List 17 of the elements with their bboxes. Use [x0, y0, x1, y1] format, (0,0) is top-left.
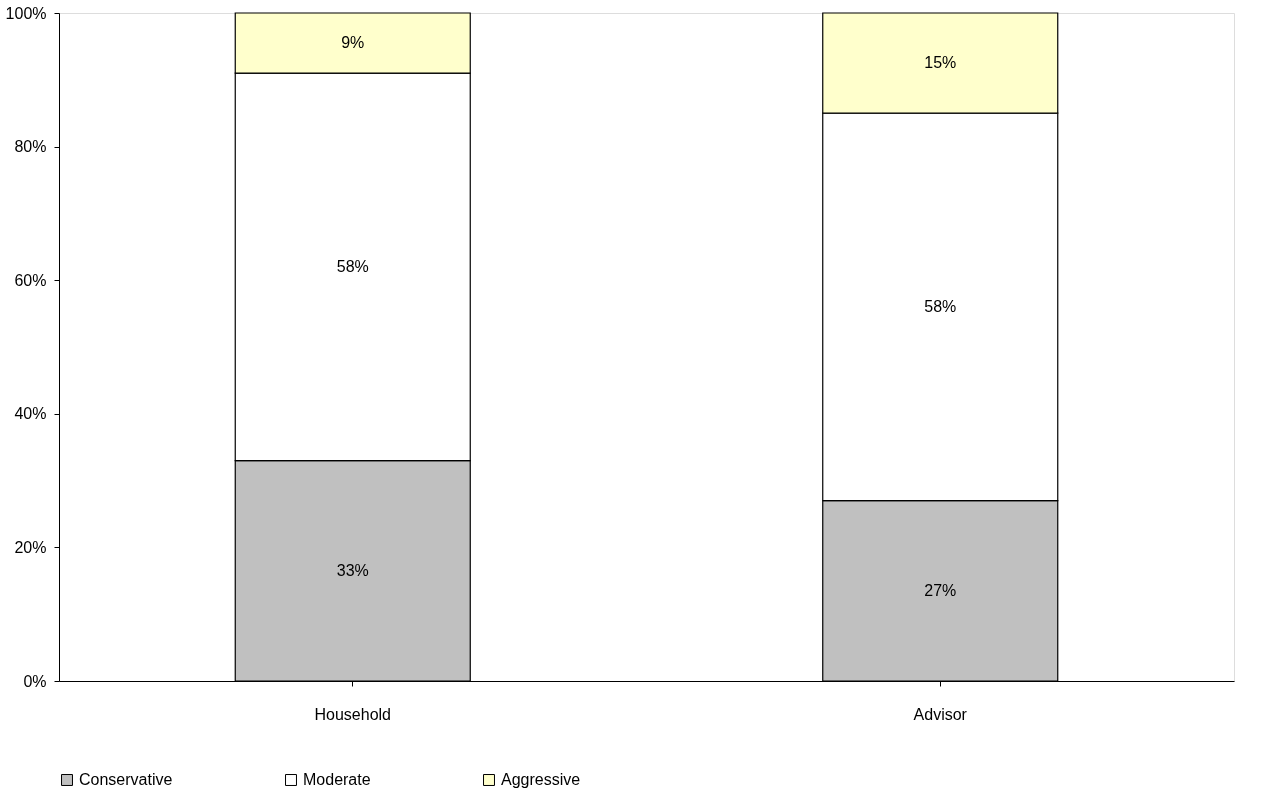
y-tick-label: 80%	[14, 138, 47, 156]
data-label: 58%	[336, 257, 369, 275]
y-tick-label: 0%	[23, 672, 47, 690]
y-tick-label: 20%	[14, 538, 47, 556]
legend-label: Aggressive	[501, 771, 581, 788]
data-label: 33%	[336, 561, 369, 579]
x-tick-label: Household	[314, 705, 391, 723]
data-label: 15%	[924, 54, 957, 72]
data-label: 9%	[341, 34, 365, 52]
x-tick-label: Advisor	[913, 705, 968, 723]
legend-label: Conservative	[79, 771, 173, 788]
y-tick-label: 100%	[5, 4, 47, 22]
data-label: 58%	[924, 297, 957, 315]
data-label: 27%	[924, 581, 957, 599]
y-tick-label: 40%	[14, 405, 47, 423]
y-tick-label: 60%	[14, 271, 47, 289]
legend-label: Moderate	[303, 771, 371, 788]
